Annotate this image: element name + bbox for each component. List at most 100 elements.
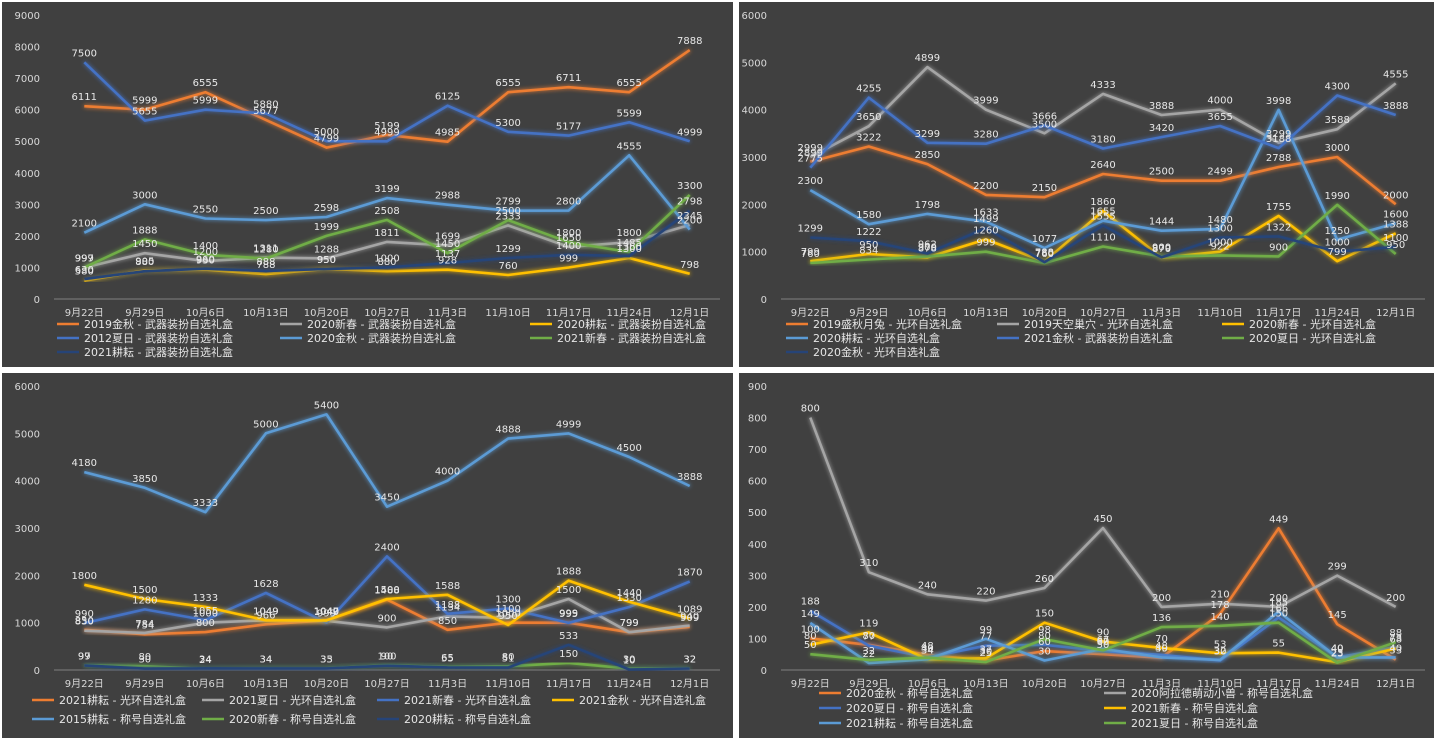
data-label: 1047 [314,606,339,617]
data-label: 34 [260,654,273,665]
data-label: 1049 [253,606,278,617]
data-label: 1888 [556,567,581,578]
legend-label: 2019天空巢穴 - 光环自选礼盒 [1024,317,1173,331]
data-label: 1280 [253,245,278,256]
y-tick-label: 4000 [15,477,40,488]
y-tick-label: 600 [748,477,767,488]
x-tick-label: 11月24日 [1314,307,1359,319]
data-label: 880 [377,257,396,268]
legend-entry: 2021耕耘 - 光环自选礼盒 [32,693,186,707]
data-label: 32 [1214,646,1227,657]
data-label: 780 [1035,248,1054,259]
x-tick-label: 11月10日 [1197,678,1242,690]
legend-label: 2021新春 - 称号自选礼盒 [1131,701,1258,715]
x-tick-label: 11月10日 [485,307,530,319]
data-label: 850 [438,616,457,627]
data-label: 5599 [616,108,641,119]
chart-panel-halo-boxes: 0 1000 2000 3000 4000 5000 6000 9月22日 9月29日 10月6日… [739,2,1434,367]
data-label: 4555 [616,141,641,152]
data-label: 830 [75,617,94,628]
x-tick-label: 10月20日 [1022,307,1067,319]
data-label: 185 [1269,598,1288,609]
data-label: 5880 [253,99,278,110]
data-label: 4300 [1324,81,1349,92]
data-label: 50 [804,640,817,651]
legend-entry: 2020金秋 - 光环自选礼盒 [786,345,940,359]
x-tick-label: 10月6日 [908,307,947,319]
legend-entry: 2020耕耘 - 武器装扮自选礼盒 [530,317,706,331]
data-label: 220 [976,587,995,598]
data-label: 40 [921,643,934,654]
data-label: 7500 [72,48,97,59]
data-label: 99 [78,651,91,662]
x-tick-label: 11月17日 [1256,307,1301,319]
data-label: 1300 [616,244,641,255]
data-label: 760 [499,261,518,272]
chart-svg-4: 0 100 200 300 400 500 600 700 800 900 9月22日 9月29日 10… [748,382,1425,730]
y-tick-label: 3000 [742,153,767,164]
y-tick-label: 5000 [15,137,40,148]
data-label: 1699 [435,231,460,242]
data-label: 999 [976,238,995,249]
legend-entry: 2020夏日 - 称号自选礼盒 [819,701,973,715]
data-label: 3000 [1324,143,1349,154]
data-label: 960 [196,255,215,266]
x-tick-label: 11月3日 [428,678,467,690]
data-label: 97 [78,651,91,662]
legend-entry: 2020新春 - 称号自选礼盒 [202,712,356,726]
data-label: 55 [441,653,454,664]
data-label: 999 [75,253,94,264]
series-line-2 [809,417,1397,609]
data-label: 1555 [1090,211,1115,222]
x-tick-label: 10月13日 [243,307,288,319]
legend-label: 2020阿拉德萌动小兽 - 称号自选礼盒 [1131,686,1313,700]
x-tick-label: 10月20日 [304,678,349,690]
data-label: 1888 [132,225,157,236]
data-label: 5400 [314,400,339,411]
data-label: 3299 [915,129,940,140]
x-tick-label: 11月17日 [1256,678,1301,690]
data-label: 2999 [798,143,823,154]
data-label: 922 [1211,241,1230,252]
legend-entry: 2012夏日 - 武器装扮自选礼盒 [57,331,233,345]
data-label: 1077 [1032,234,1057,245]
data-label: 34 [921,645,934,656]
data-label: 6111 [72,92,97,103]
legend-entry: 2021新春 - 称号自选礼盒 [1104,701,1258,715]
x-tick-label: 11月17日 [546,307,591,319]
data-label: 32 [683,654,696,665]
data-label: 3222 [856,132,881,143]
legend-entry: 2015耕耘 - 称号自选礼盒 [32,712,186,726]
series-line-6 [810,203,1397,265]
chart-svg-1: 0 1000 2000 3000 4000 5000 6000 7000 8000 9000 9月2… [15,11,720,359]
data-label: 4000 [1207,96,1232,107]
series-line-4 [809,108,1397,250]
data-label: 940 [680,612,699,623]
data-label: 580 [75,267,94,278]
data-label: 900 [1152,242,1171,253]
data-label: 150 [1269,609,1288,620]
data-label: 30 [1038,647,1051,658]
data-label: 850 [75,616,94,627]
y-tick-label: 1000 [15,619,40,630]
legend-label: 2020新春 - 称号自选礼盒 [229,712,356,726]
data-label: 2500 [495,206,520,217]
data-label: 3180 [1090,134,1115,145]
x-tick-label: 10月27日 [1080,307,1125,319]
x-tick-label: 11月3日 [428,307,467,319]
data-label: 5677 [253,106,278,117]
data-label: 2788 [1266,153,1291,164]
data-label: 140 [1211,612,1230,623]
series-line-4 [83,61,691,143]
y-tick-label: 0 [761,666,767,677]
data-label: 5300 [495,118,520,129]
legend-label: 2012夏日 - 武器装扮自选礼盒 [84,331,233,345]
data-label: 4333 [1090,80,1115,91]
data-label: 80 [862,631,875,642]
data-label: 2400 [374,542,399,553]
series-line-6 [810,621,1397,665]
data-label: 6711 [556,73,581,84]
data-label: 1588 [435,581,460,592]
data-label: 5999 [193,96,218,107]
